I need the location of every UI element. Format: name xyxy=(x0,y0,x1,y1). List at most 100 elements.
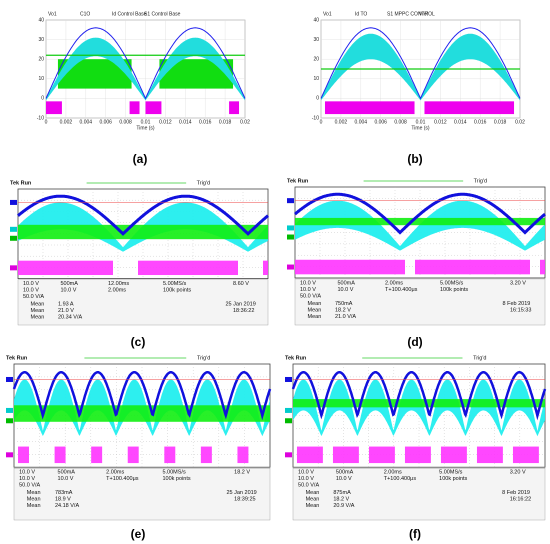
readout-value: 10.0 V xyxy=(336,476,352,482)
measure-value: 20.34 V/A xyxy=(58,315,82,321)
measure-value: 21.0 V/A xyxy=(335,314,356,320)
x-tick-label: 0.016 xyxy=(474,119,487,125)
scope-trigger: Trig'd xyxy=(197,355,210,361)
legend-item: Vo1 xyxy=(48,11,57,17)
measure-name: Mean xyxy=(31,302,45,308)
readout-value: 500mA xyxy=(58,470,76,476)
readout-value: 5.00MS/s xyxy=(439,470,462,476)
x-tick-label: 0.008 xyxy=(394,119,407,125)
blue-trace xyxy=(320,27,521,100)
switch-signal xyxy=(424,101,515,115)
channel-marker xyxy=(6,418,13,424)
measure-value: 783mA xyxy=(55,490,73,496)
measure-name: Mean xyxy=(31,308,45,314)
readout-value: 50.0 V/A xyxy=(19,483,40,489)
switch-signal xyxy=(200,446,212,464)
legend-item: Vref xyxy=(419,11,429,17)
readout-area xyxy=(17,279,269,326)
y-tick-label: 30 xyxy=(313,37,319,43)
readout-value: 3.20 V xyxy=(510,280,526,286)
measure-name: Mean xyxy=(31,315,45,321)
x-axis-label: Time (s) xyxy=(136,125,154,131)
green-band xyxy=(293,399,545,408)
channel-marker xyxy=(287,234,294,240)
cyan-band xyxy=(295,200,545,251)
channel-marker xyxy=(285,376,292,382)
measure-value: 750mA xyxy=(335,301,353,307)
switch-signal xyxy=(91,446,103,464)
scope-time: 16:15:33 xyxy=(510,307,531,313)
channel-marker xyxy=(10,199,17,205)
switch-signal xyxy=(404,446,431,464)
measure-value: 18.2 V xyxy=(335,307,351,313)
panel-label: (e) xyxy=(131,527,146,541)
switch-signal xyxy=(440,446,467,464)
scope-status: Tek Run xyxy=(10,180,32,186)
switch-signal xyxy=(295,259,405,275)
cyan-band xyxy=(46,37,245,101)
readout-value: 3.20 V xyxy=(510,470,526,476)
x-tick-label: 0.018 xyxy=(494,119,507,125)
switch-signal xyxy=(18,260,113,276)
legend-item: C1O xyxy=(80,11,90,17)
blue-trace xyxy=(12,371,272,421)
channel-marker xyxy=(10,235,17,241)
legend-item: Id Control Base xyxy=(112,11,147,17)
blue-trace xyxy=(45,27,246,100)
x-tick-label: 0.014 xyxy=(179,119,192,125)
x-tick-label: 0.006 xyxy=(374,119,387,125)
readout-value: 50.0 V/A xyxy=(300,293,321,299)
readout-value: 500mA xyxy=(338,280,356,286)
y-tick-label: 40 xyxy=(38,17,44,23)
scope-date: 25 Jan 2019 xyxy=(226,490,256,496)
x-tick-label: 0.02 xyxy=(515,119,525,125)
switch-signal xyxy=(324,101,415,115)
x-tick-label: 0.002 xyxy=(60,119,73,125)
readout-value: 10.0 V xyxy=(61,288,77,294)
switch-signal xyxy=(145,101,162,115)
measure-name: Mean xyxy=(308,307,322,313)
switch-signal xyxy=(46,101,62,115)
legend-item: S1 Control Base xyxy=(144,11,181,17)
switch-signal xyxy=(229,101,240,115)
switch-signal xyxy=(415,259,530,275)
readout-value: 10.0 V xyxy=(298,476,314,482)
channel-marker xyxy=(287,198,294,204)
measure-name: Mean xyxy=(306,490,320,496)
cyan-band xyxy=(293,379,545,437)
measure-value: 18.2 V xyxy=(333,497,349,503)
readout-value: 500mA xyxy=(336,470,354,476)
readout-value: 10.0 V xyxy=(23,288,39,294)
measure-value: 875mA xyxy=(333,490,351,496)
scope-trigger: Trig'd xyxy=(473,355,486,361)
y-tick-label: 30 xyxy=(38,37,44,43)
x-tick-label: 0.004 xyxy=(355,119,368,125)
channel-marker xyxy=(287,264,294,270)
panel-label: (d) xyxy=(407,335,422,349)
scope-date: 8 Feb 2019 xyxy=(502,490,530,496)
scope-status: Tek Run xyxy=(285,355,307,361)
switch-signal xyxy=(296,446,323,464)
green-band xyxy=(14,405,270,422)
channel-marker xyxy=(6,452,13,458)
scope-date: 25 Jan 2019 xyxy=(226,302,256,308)
y-tick-label: 0 xyxy=(316,96,319,102)
measure-value: 1.93 A xyxy=(58,302,74,308)
readout-value: 10.0 V xyxy=(23,281,39,287)
measure-name: Mean xyxy=(308,301,322,307)
switch-signal xyxy=(476,446,503,464)
y-tick-label: -10 xyxy=(37,115,44,121)
readout-value: 500mA xyxy=(61,281,79,287)
channel-marker xyxy=(285,452,292,458)
switch-signal xyxy=(54,446,66,464)
switch-signal xyxy=(164,446,176,464)
scope-trigger: Trig'd xyxy=(197,180,210,186)
x-tick-label: 0 xyxy=(45,119,48,125)
y-tick-label: 40 xyxy=(313,17,319,23)
scope-time: 18:36:22 xyxy=(233,308,254,314)
legend-item: Id TO xyxy=(355,11,367,17)
switch-signal xyxy=(129,101,140,115)
measure-value: 24.18 V/A xyxy=(55,503,79,509)
switch-signal xyxy=(237,446,249,464)
switch-signal xyxy=(332,446,359,464)
